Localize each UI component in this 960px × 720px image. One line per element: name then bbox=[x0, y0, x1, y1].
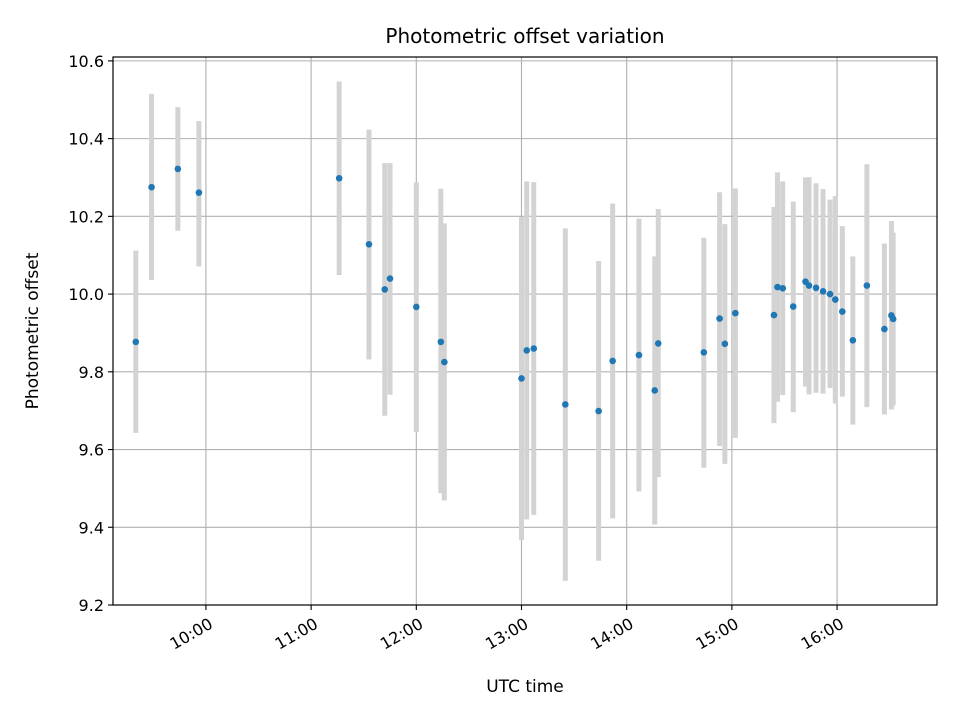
data-point bbox=[132, 338, 140, 346]
data-point bbox=[441, 358, 448, 366]
y-tick-label: 10.6 bbox=[68, 52, 104, 71]
data-point bbox=[779, 284, 787, 292]
data-point bbox=[381, 286, 389, 293]
y-axis: 9.2 9.4 9.6 9.8 10.0 10.2 10.4 10.6 bbox=[68, 52, 113, 615]
data-point bbox=[413, 303, 420, 311]
y-axis-label: Photometric offset bbox=[23, 252, 43, 409]
data-point bbox=[881, 325, 888, 333]
data-point bbox=[700, 349, 708, 356]
y-tick-label: 10.4 bbox=[68, 130, 104, 149]
data-point bbox=[889, 315, 897, 323]
data-point bbox=[437, 338, 445, 346]
y-tick-label: 10.0 bbox=[68, 285, 104, 304]
data-point bbox=[805, 282, 813, 289]
y-tick-label: 9.6 bbox=[79, 441, 104, 460]
data-point bbox=[721, 340, 729, 348]
data-point bbox=[148, 183, 155, 191]
data-point bbox=[174, 165, 182, 173]
data-point bbox=[839, 308, 846, 315]
y-tick-label: 9.2 bbox=[79, 596, 104, 615]
y-tick-label: 9.8 bbox=[79, 363, 104, 382]
data-point bbox=[774, 283, 781, 291]
data-point bbox=[635, 351, 643, 359]
data-point bbox=[523, 347, 531, 354]
data-point bbox=[819, 288, 827, 295]
data-point bbox=[654, 340, 662, 347]
data-point bbox=[812, 284, 820, 292]
chart-title: Photometric offset variation bbox=[385, 24, 664, 48]
data-point bbox=[716, 315, 723, 322]
data-point bbox=[562, 401, 569, 408]
y-tick-label: 10.2 bbox=[68, 207, 104, 226]
data-point bbox=[789, 303, 797, 310]
data-points bbox=[132, 165, 897, 415]
data-point bbox=[195, 189, 203, 196]
data-point bbox=[770, 311, 778, 319]
data-point bbox=[609, 357, 616, 365]
data-point bbox=[832, 296, 839, 303]
data-point bbox=[595, 407, 602, 415]
data-point bbox=[826, 290, 834, 298]
data-point bbox=[365, 241, 373, 248]
data-point bbox=[386, 275, 394, 282]
data-point bbox=[518, 375, 525, 382]
data-point bbox=[335, 174, 343, 182]
y-tick-label: 9.4 bbox=[79, 518, 104, 537]
data-point bbox=[530, 345, 538, 352]
plot-frame bbox=[112, 56, 938, 606]
data-point bbox=[849, 337, 857, 344]
data-point bbox=[863, 282, 871, 289]
x-axis-label: UTC time bbox=[486, 677, 564, 697]
data-point bbox=[732, 309, 739, 317]
data-point bbox=[651, 387, 659, 394]
